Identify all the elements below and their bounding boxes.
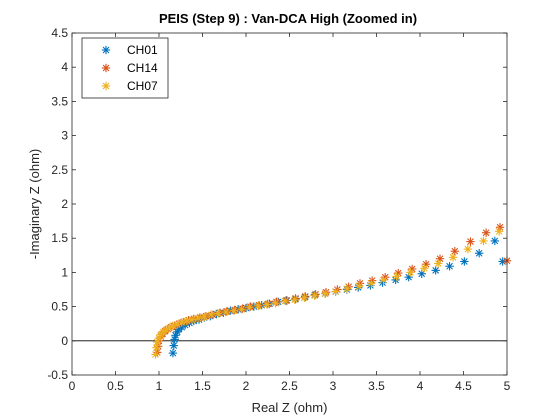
data-point (448, 253, 458, 262)
series-ch07 (151, 227, 504, 359)
y-tick-label: 2.5 (51, 163, 68, 177)
x-tick-label: 2 (243, 379, 250, 393)
data-point (182, 316, 192, 326)
legend-label: CH07 (127, 79, 158, 93)
data-point (342, 284, 352, 294)
data-point (406, 268, 415, 277)
data-point (394, 268, 403, 278)
data-point (229, 306, 239, 315)
x-tick-label: 1 (156, 379, 163, 393)
data-point (169, 341, 178, 350)
data-point (271, 298, 280, 308)
legend-marker (101, 81, 111, 91)
data-point (392, 272, 401, 281)
data-point (207, 310, 216, 320)
legend-item: CH14 (101, 61, 158, 75)
y-tick-label: 1.5 (51, 231, 68, 245)
data-point (466, 237, 475, 246)
data-point (445, 262, 454, 271)
data-point (168, 348, 178, 358)
legend-item: CH07 (101, 79, 158, 93)
x-tick-label: 4.5 (455, 379, 472, 393)
data-point (420, 264, 429, 273)
legend-label: CH01 (127, 43, 158, 57)
data-point (463, 244, 473, 254)
data-point (290, 295, 299, 304)
x-tick-label: 0 (69, 379, 76, 393)
data-point (221, 307, 231, 317)
data-point (187, 315, 197, 324)
data-point (152, 343, 161, 352)
x-tick-label: 1.5 (194, 379, 211, 393)
y-axis: -0.5 0 0.5 1 1.5 2 2.5 3 3.5 4 4.5 (47, 26, 507, 382)
data-point (379, 275, 388, 285)
data-point (431, 266, 440, 275)
data-point (300, 293, 309, 302)
data-point (320, 289, 330, 298)
data-point (213, 309, 223, 318)
y-tick-label: 4 (61, 60, 68, 74)
x-tick-label: 2.5 (281, 379, 298, 393)
data-point (494, 227, 504, 236)
data-point (280, 296, 290, 306)
legend-label: CH14 (127, 61, 158, 75)
x-tick-label: 0.5 (107, 379, 124, 393)
legend-item: CH01 (101, 43, 158, 57)
y-tick-label: 3.5 (51, 94, 68, 108)
data-point (354, 281, 364, 291)
data-point (490, 236, 500, 246)
data-point (331, 287, 340, 296)
data-point (161, 325, 171, 335)
data-point (253, 301, 263, 311)
x-tick-label: 3 (330, 379, 337, 393)
y-tick-label: 3 (61, 129, 68, 143)
data-point (367, 279, 376, 288)
data-point (310, 291, 319, 300)
data-point (200, 312, 209, 322)
data-point (262, 300, 272, 309)
x-tick-label: 5 (504, 379, 511, 393)
data-point (245, 303, 254, 312)
data-point (450, 246, 459, 256)
x-tick-label: 3.5 (368, 379, 385, 393)
y-tick-label: 1 (61, 265, 68, 279)
data-point (193, 314, 203, 323)
y-axis-label: -Imaginary Z (ohm) (27, 149, 42, 260)
chart-title: PEIS (Step 9) : Van-DCA High (Zoomed in) (159, 11, 417, 26)
y-tick-label: 2 (61, 197, 68, 211)
x-axis: 0 0.5 1 1.5 2 2.5 3 3.5 4 4.5 5 (69, 33, 511, 393)
x-tick-label: 4 (417, 379, 424, 393)
legend-marker (101, 63, 111, 73)
data-point (434, 259, 443, 268)
data-point (474, 249, 484, 258)
data-point (177, 318, 186, 327)
data-point (151, 350, 160, 359)
legend-marker (101, 45, 111, 55)
data-point (495, 223, 505, 232)
data-point (460, 257, 469, 266)
y-tick-label: 4.5 (51, 26, 68, 40)
legend-box (81, 37, 169, 99)
data-point (481, 228, 491, 237)
data-point (237, 305, 246, 314)
y-tick-label: 0.5 (51, 300, 68, 314)
data-layer (151, 223, 512, 359)
legend: CH01 CH14 CH07 (81, 37, 169, 99)
x-axis-label: Real Z (ohm) (252, 400, 328, 415)
y-tick-label: 0 (61, 334, 68, 348)
data-point (479, 236, 488, 246)
y-tick-label: -0.5 (47, 368, 68, 382)
